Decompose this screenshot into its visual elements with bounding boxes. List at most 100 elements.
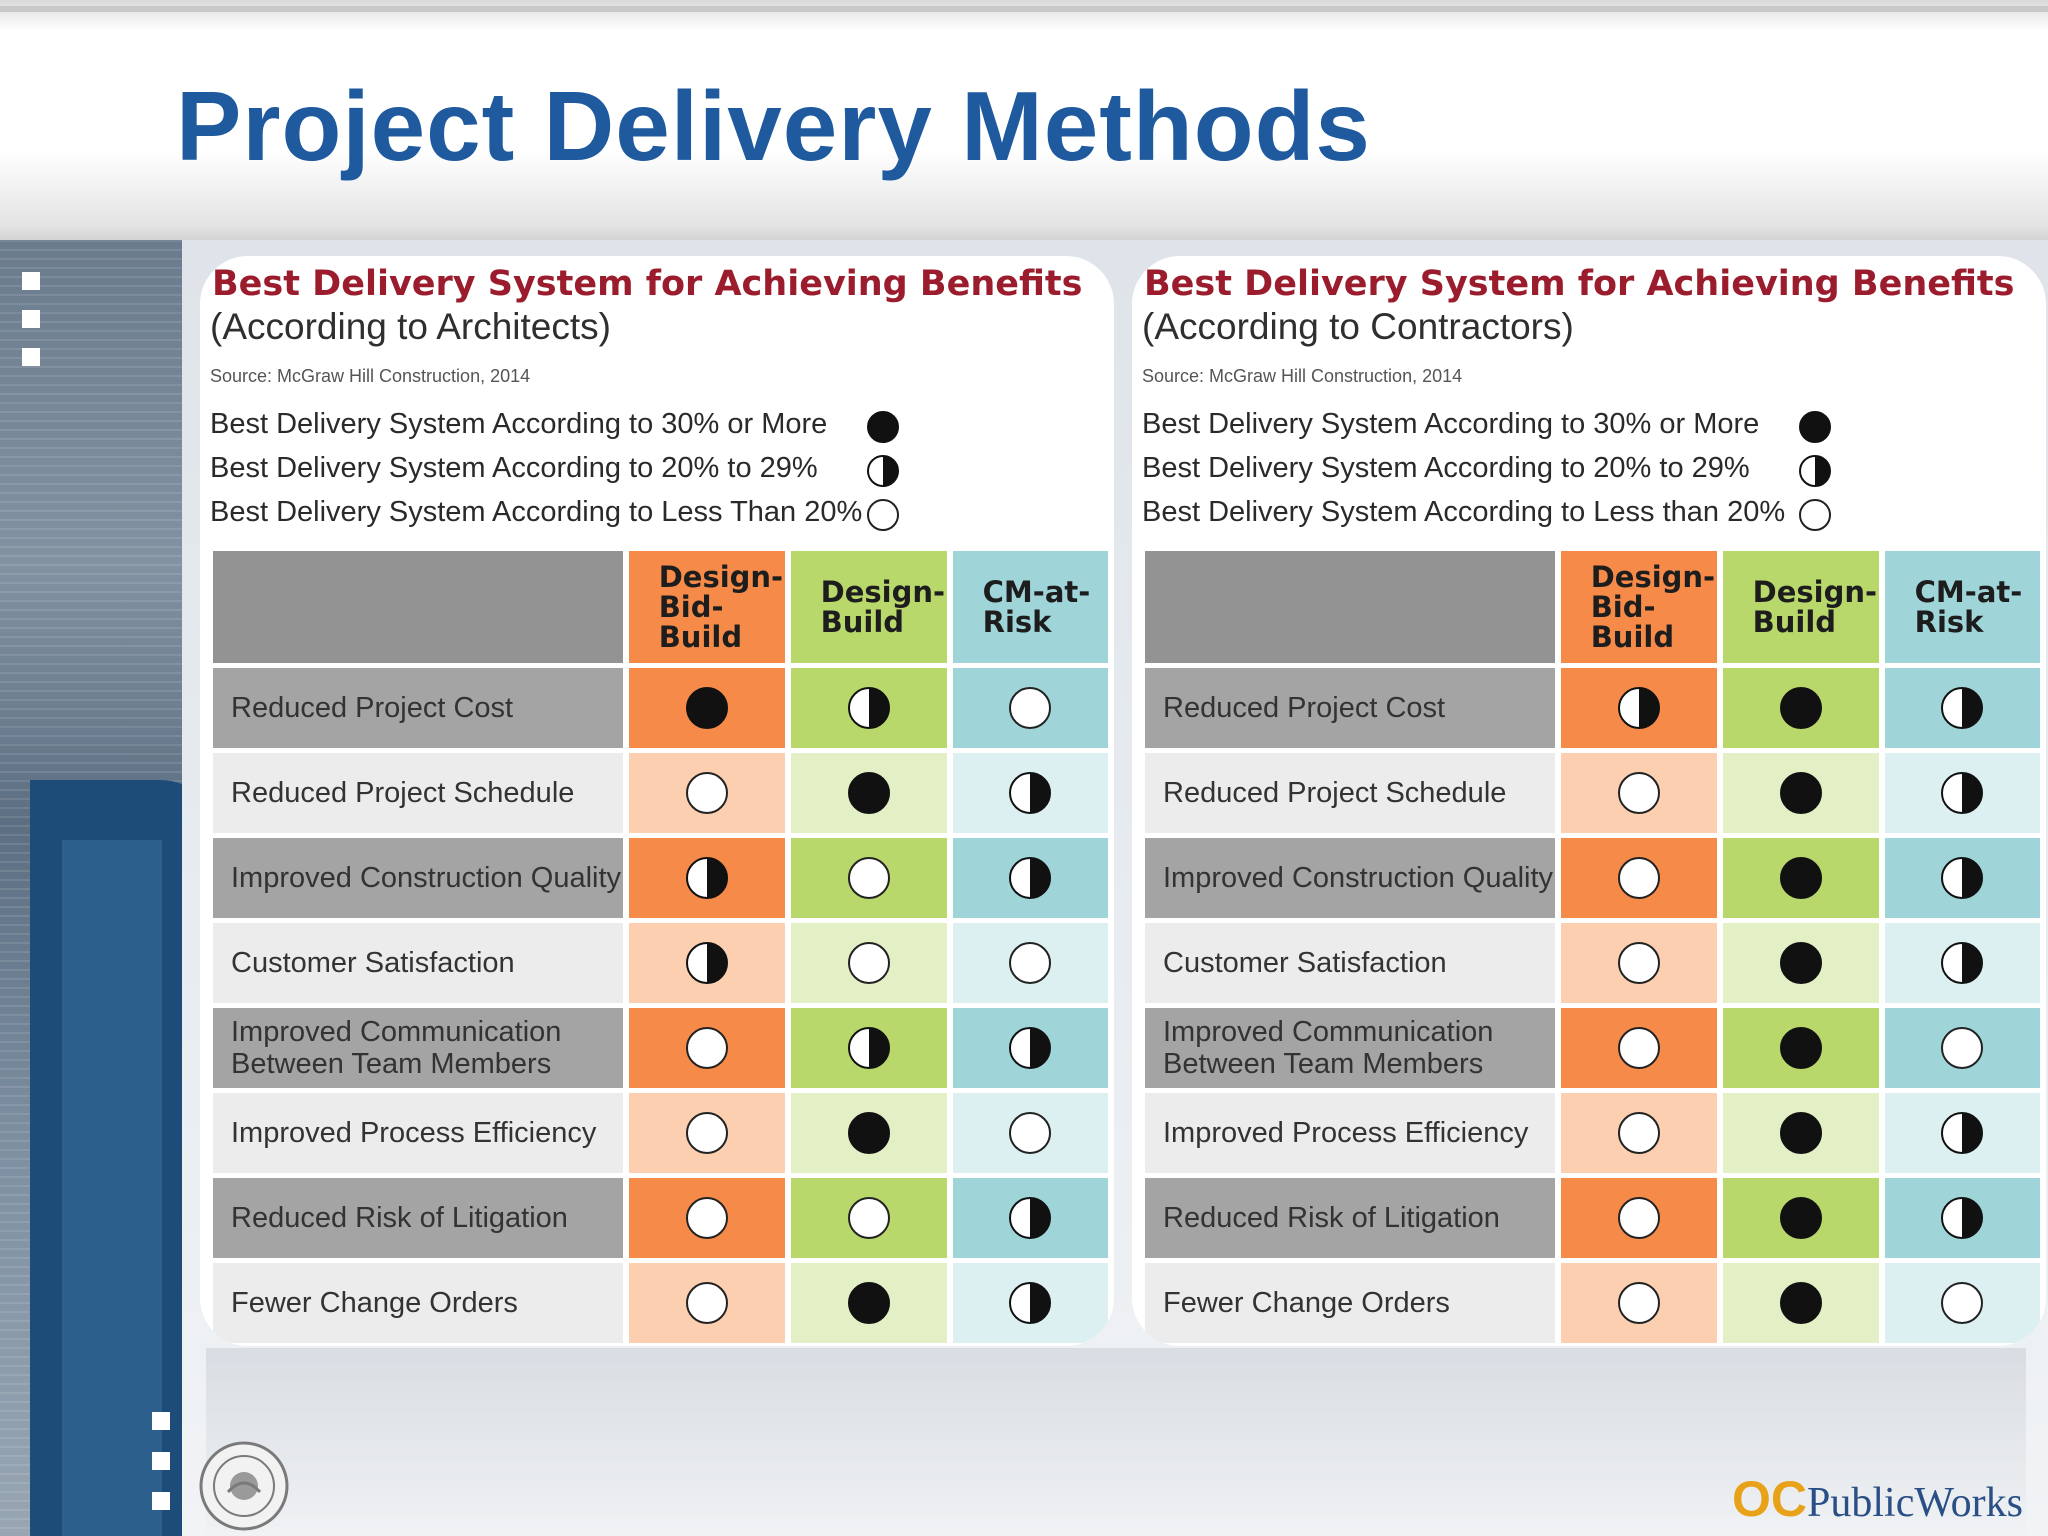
header-row: Design- Bid- Build Design- Build CM-at- … <box>213 551 1108 663</box>
full-circle-icon <box>1779 1112 1822 1154</box>
cell-design-build <box>1722 1093 1879 1173</box>
half-circle-icon <box>1941 857 1984 899</box>
cell-design-build <box>1722 1178 1879 1258</box>
column-header-line: Design- <box>1590 560 1716 594</box>
cell-design-build <box>790 1178 947 1258</box>
column-header-line: Bid- <box>1590 590 1656 624</box>
half-circle-icon <box>1009 1027 1052 1069</box>
table-row: Reduced Project Cost <box>1145 668 2040 748</box>
source-note: Source: McGraw Hill Construction, 2014 <box>1142 366 1463 386</box>
empty-circle-icon <box>1617 1112 1660 1154</box>
table-row: Customer Satisfaction <box>1145 923 2040 1003</box>
cell-cm-at-risk <box>952 923 1108 1003</box>
empty-circle-icon <box>629 1281 785 1325</box>
full-circle-icon <box>629 686 785 730</box>
column-header-line: Risk <box>982 605 1052 639</box>
column-header-design-build: Design- Build <box>790 551 947 663</box>
empty-circle-icon <box>629 1111 785 1155</box>
panel-title: Best Delivery System for Achieving Benef… <box>212 264 1083 304</box>
legend-item: Best Delivery System According to 20% to… <box>1142 446 2042 490</box>
column-header-line: CM-at- <box>1914 575 2023 609</box>
empty-circle-icon <box>1561 1281 1717 1325</box>
table-row: Improved Communication Between Team Membe… <box>213 1008 1108 1088</box>
row-label-line: Reduced Risk of Litigation <box>1163 1202 1500 1234</box>
cell-design-bid-build <box>1560 668 1717 748</box>
cell-cm-at-risk <box>952 668 1108 748</box>
row-label: Reduced Risk of Litigation <box>213 1178 623 1258</box>
legend-label: Best Delivery System According to 20% to… <box>210 452 818 484</box>
legend-item: Best Delivery System According to 30% or… <box>210 402 1110 446</box>
cell-cm-at-risk <box>1884 1178 2040 1258</box>
full-circle-icon <box>1799 411 1831 443</box>
half-circle-icon <box>1009 857 1052 899</box>
cell-cm-at-risk <box>1884 1263 2040 1343</box>
cell-cm-at-risk <box>952 1178 1108 1258</box>
column-header-line: Build <box>1752 605 1837 639</box>
cell-design-build <box>790 753 947 833</box>
column-header-design-build: Design- Build <box>1722 551 1879 663</box>
cell-cm-at-risk <box>1884 668 2040 748</box>
empty-circle-icon <box>791 856 947 900</box>
corner-cell <box>1145 551 1555 663</box>
half-circle-icon <box>629 856 785 900</box>
empty-circle-icon <box>1009 942 1052 984</box>
table-row: Improved Process Efficiency <box>1145 1093 2040 1173</box>
cell-design-bid-build <box>628 1093 785 1173</box>
full-circle-icon <box>1779 772 1822 814</box>
empty-circle-icon <box>685 1112 728 1154</box>
column-header-cm-at-risk: CM-at- Risk <box>1884 551 2040 663</box>
row-label: Improved Construction Quality <box>213 838 623 918</box>
half-circle-icon <box>1799 455 1831 487</box>
row-label-line: Fewer Change Orders <box>231 1287 518 1319</box>
cell-design-build <box>1722 838 1879 918</box>
full-circle-icon <box>1723 1196 1879 1240</box>
bullet-square <box>152 1412 170 1430</box>
row-label-line: Fewer Change Orders <box>1163 1287 1450 1319</box>
half-circle-icon <box>1798 454 1832 493</box>
full-circle-icon <box>1779 857 1822 899</box>
row-label: Improved Communication Between Team Membe… <box>1145 1008 1555 1088</box>
cell-design-build <box>790 1093 947 1173</box>
row-label-line: Improved Communication <box>231 1016 562 1048</box>
full-circle-icon <box>791 1281 947 1325</box>
bullet-square <box>22 348 40 366</box>
half-circle-icon <box>867 455 899 487</box>
row-label-line: Reduced Risk of Litigation <box>231 1202 568 1234</box>
empty-circle-icon <box>1617 857 1660 899</box>
column-header-design-bid-build: Design- Bid- Build <box>1560 551 1717 663</box>
empty-circle-icon <box>791 1196 947 1240</box>
column-header-design-bid-build: Design- Bid- Build <box>628 551 785 663</box>
logo-oc-mark: OC <box>1732 1471 1807 1527</box>
half-circle-icon <box>953 1196 1108 1240</box>
cell-cm-at-risk <box>952 1093 1108 1173</box>
legend-label: Best Delivery System According to 30% or… <box>1142 408 1760 440</box>
bullet-square <box>22 310 40 328</box>
row-label: Reduced Project Cost <box>213 668 623 748</box>
row-label-line: Reduced Project Schedule <box>1163 777 1507 809</box>
cell-design-bid-build <box>628 1008 785 1088</box>
half-circle-icon <box>847 687 890 729</box>
column-header-line: CM-at- <box>982 575 1091 609</box>
empty-circle-icon <box>1561 1111 1717 1155</box>
cell-design-build <box>1722 1008 1879 1088</box>
full-circle-icon <box>685 687 728 729</box>
row-label-line: Reduced Project Schedule <box>231 777 575 809</box>
cell-cm-at-risk <box>1884 1008 2040 1088</box>
empty-circle-icon <box>1009 1112 1052 1154</box>
row-label: Improved Process Efficiency <box>1145 1093 1555 1173</box>
row-label: Reduced Project Schedule <box>1145 753 1555 833</box>
full-circle-icon <box>1723 686 1879 730</box>
cell-design-bid-build <box>628 923 785 1003</box>
column-header-line: Design- <box>1752 575 1878 609</box>
row-label-line: Improved Process Efficiency <box>1163 1117 1529 1149</box>
row-label-line: Reduced Project Cost <box>1163 692 1446 724</box>
county-seal-logo <box>199 1441 289 1531</box>
cell-design-build <box>1722 923 1879 1003</box>
half-circle-icon <box>1885 771 2040 815</box>
empty-circle-icon <box>1617 1027 1660 1069</box>
row-label: Fewer Change Orders <box>213 1263 623 1343</box>
full-circle-icon <box>1723 1026 1879 1070</box>
legend: Best Delivery System According to 30% or… <box>1142 402 2042 534</box>
empty-circle-icon <box>1561 941 1717 985</box>
empty-circle-icon <box>685 1027 728 1069</box>
